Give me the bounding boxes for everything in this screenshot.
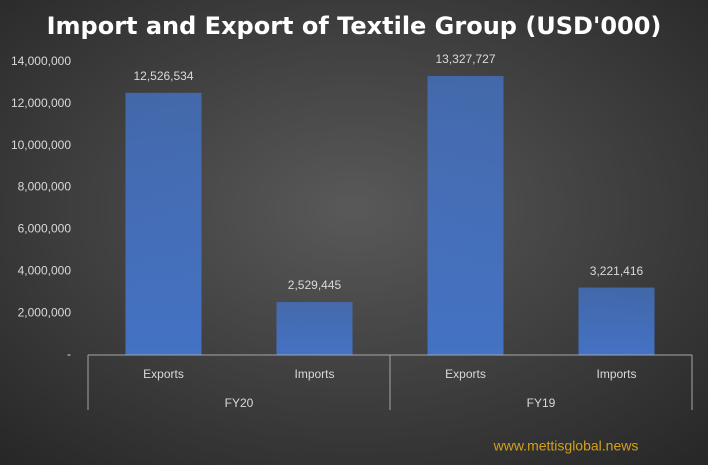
watermark: www.mettisglobal.news <box>493 438 639 454</box>
x-tick-label: Exports <box>445 367 486 381</box>
y-tick-label: 8,000,000 <box>18 180 72 194</box>
chart-title: Import and Export of Textile Group (USD'… <box>47 12 662 40</box>
data-label: 12,526,534 <box>133 69 193 83</box>
y-tick-label: 4,000,000 <box>18 263 72 277</box>
data-label: 3,221,416 <box>590 264 644 278</box>
x-tick-label: Imports <box>596 367 636 381</box>
data-label: 13,327,727 <box>435 52 495 66</box>
group-label: FY20 <box>225 396 254 410</box>
x-tick-label: Imports <box>294 367 334 381</box>
y-tick-label: 10,000,000 <box>11 138 71 152</box>
x-tick-label: Exports <box>143 367 184 381</box>
bar <box>427 76 504 356</box>
group-label: FY19 <box>527 396 556 410</box>
y-tick-label: - <box>67 347 71 361</box>
bar <box>125 92 202 356</box>
y-tick-label: 2,000,000 <box>18 305 72 319</box>
bar <box>578 287 655 355</box>
y-tick-label: 12,000,000 <box>11 96 71 110</box>
data-label: 2,529,445 <box>288 278 342 292</box>
bar <box>276 302 353 355</box>
y-tick-label: 6,000,000 <box>18 222 72 236</box>
y-tick-label: 14,000,000 <box>11 54 71 68</box>
